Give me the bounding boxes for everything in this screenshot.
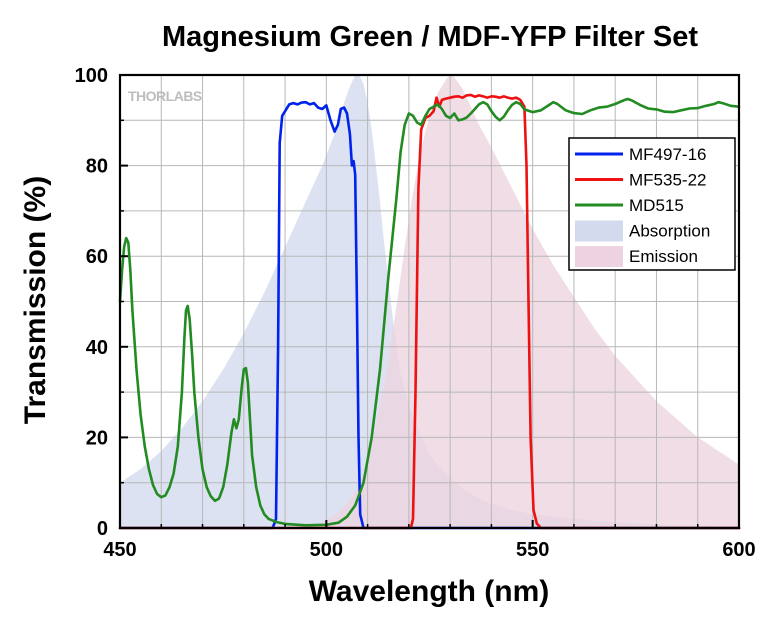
legend-label-absorption: Absorption <box>629 222 710 241</box>
legend-swatch-absorption <box>575 220 623 242</box>
y-tick-label: 60 <box>86 246 108 268</box>
y-tick-label: 40 <box>86 337 108 359</box>
chart-title: Magnesium Green / MDF-YFP Filter Set <box>162 21 698 53</box>
x-axis-label: Wavelength (nm) <box>309 575 550 608</box>
y-tick-label: 100 <box>75 65 108 87</box>
legend-label-md515: MD515 <box>629 196 684 215</box>
axis-ticks: 450 500 550 600 0 20 40 60 80 100 <box>75 65 756 561</box>
x-tick-label: 600 <box>722 539 755 561</box>
legend-label-mf497-16: MF497-16 <box>629 145 706 164</box>
legend-label-emission: Emission <box>629 247 698 266</box>
series-mf497-16-line <box>118 100 741 530</box>
legend-label-mf535-22: MF535-22 <box>629 171 706 190</box>
y-tick-label: 80 <box>86 156 108 178</box>
series-md515-line <box>118 97 741 527</box>
line-series-layer <box>118 93 741 530</box>
legend: MF497-16 MF535-22 MD515 Absorption Emission <box>568 137 736 271</box>
legend-swatch-emission <box>575 246 623 267</box>
series-mf535-22-line <box>118 93 741 530</box>
series-absorption-area <box>120 75 739 528</box>
thorlabs-logo: THORLABS <box>128 88 202 104</box>
y-tick-label: 20 <box>86 427 108 449</box>
y-axis-label: Transmission (%) <box>19 176 52 424</box>
x-tick-label: 550 <box>516 539 549 561</box>
y-tick-label: 0 <box>97 518 108 540</box>
x-tick-label: 500 <box>310 539 343 561</box>
x-tick-label: 450 <box>103 539 136 561</box>
